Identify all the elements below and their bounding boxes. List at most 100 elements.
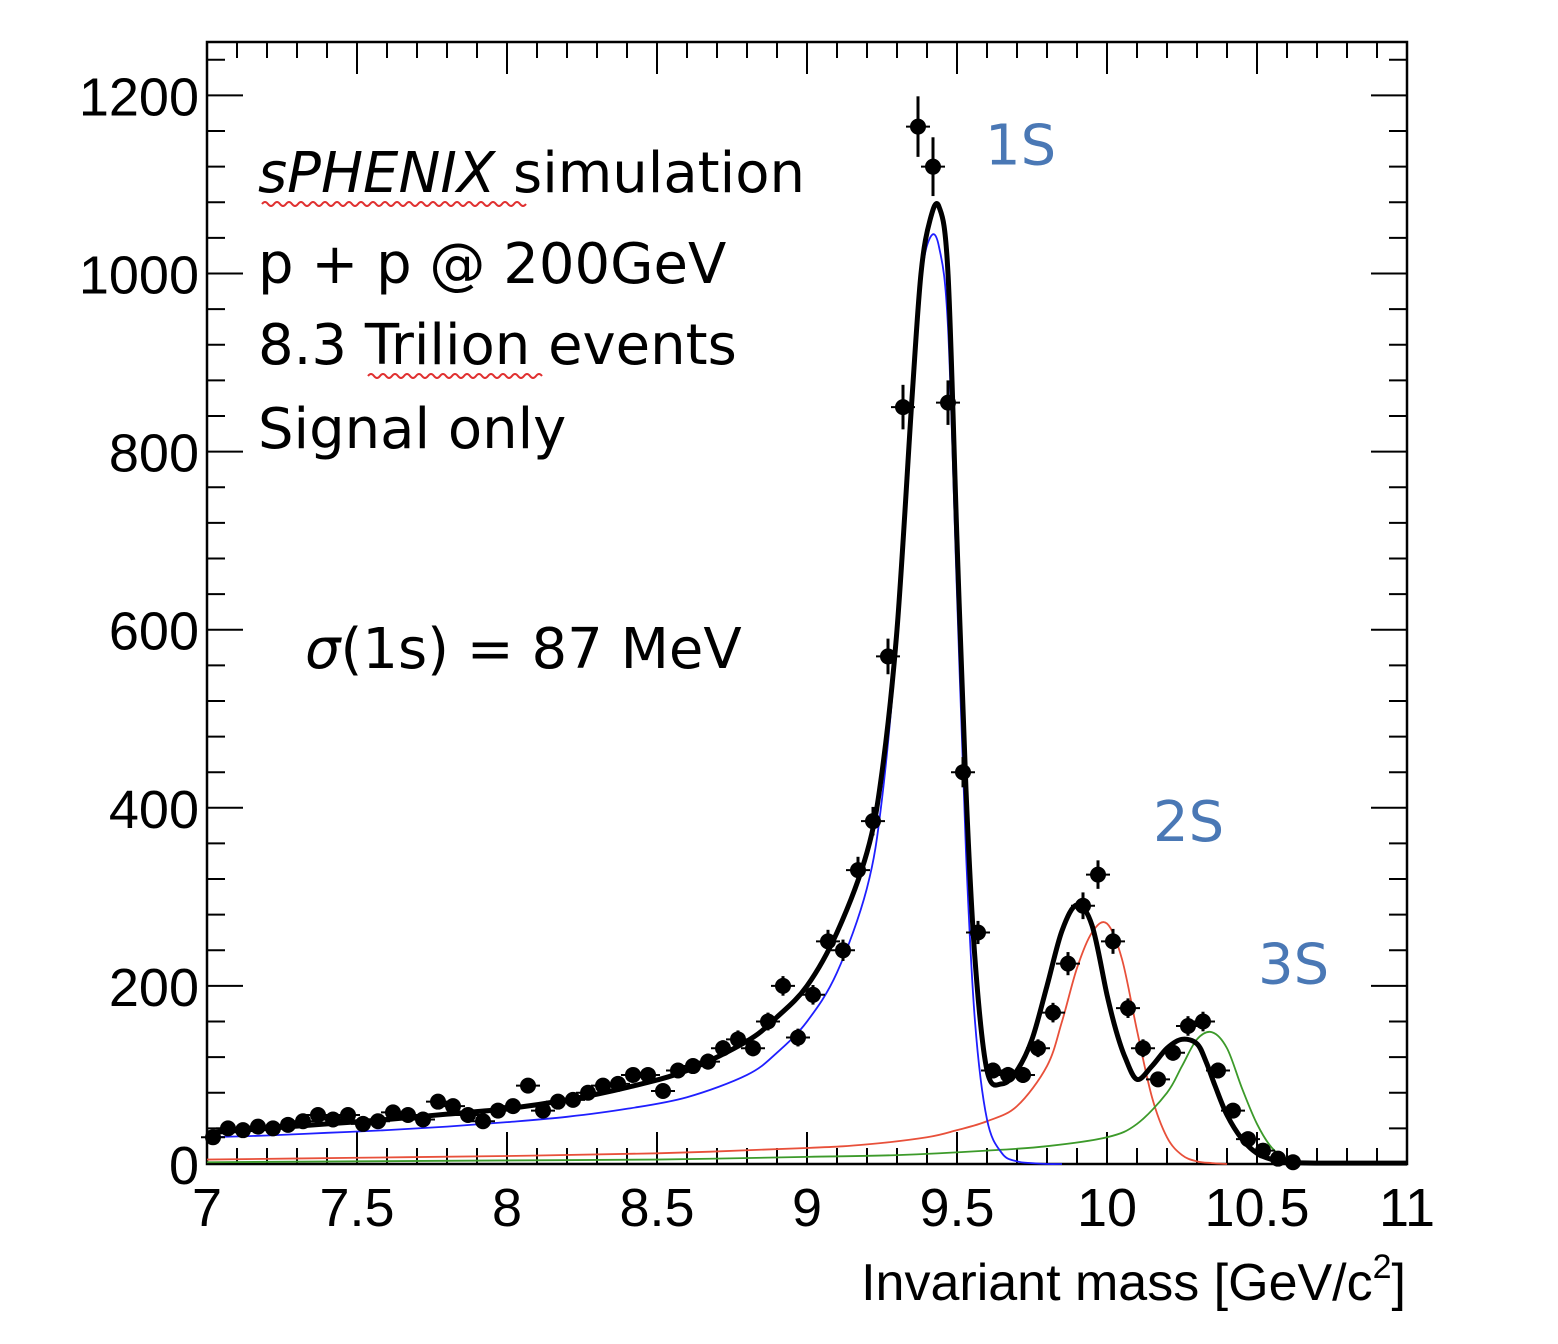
data-point: [460, 1107, 476, 1124]
data-point: [295, 1113, 311, 1130]
data-point: [820, 933, 836, 950]
x-tick-labels: 7 7.5 8 8.5 9 9.5 10 10.5 11: [192, 1178, 1435, 1238]
data-point: [970, 924, 986, 941]
data-point: [865, 813, 881, 830]
peak-label-2s: 2S: [1153, 790, 1224, 855]
data-point: [1165, 1044, 1181, 1061]
peak-labels: 1S 2S 3S: [985, 113, 1329, 997]
data-point: [985, 1062, 1001, 1079]
y-tick-label: 1200: [79, 67, 199, 127]
data-point: [790, 1029, 806, 1046]
sigma-value: (1s) = 87 MeV: [341, 617, 742, 682]
data-point: [385, 1104, 401, 1121]
data-point: [670, 1062, 686, 1079]
y-tick-label: 1000: [79, 246, 199, 306]
x-axis-title-sup: 2: [1373, 1248, 1392, 1286]
data-point: [805, 986, 821, 1003]
data-point: [1045, 1004, 1061, 1021]
data-point: [265, 1120, 281, 1137]
data-point: [940, 394, 956, 411]
experiment-name: sPHENIX: [258, 141, 497, 206]
x-tick-label: 10: [1077, 1178, 1137, 1238]
data-point: [220, 1120, 236, 1137]
axis-ticks: [206, 42, 1408, 1165]
data-point: [340, 1107, 356, 1124]
x-tick-label: 11: [1379, 1178, 1435, 1238]
data-point: [955, 764, 971, 781]
data-point: [595, 1077, 611, 1094]
data-point: [1090, 866, 1106, 883]
data-point: [1240, 1131, 1256, 1148]
data-point: [610, 1075, 626, 1092]
data-point: [1000, 1066, 1016, 1083]
data-point: [205, 1129, 221, 1146]
y-tick-label: 400: [109, 780, 199, 840]
y-tick-label: 200: [109, 958, 199, 1018]
y-tick-label: 800: [109, 424, 199, 484]
data-point: [310, 1107, 326, 1124]
2s-fit-curve: [206, 921, 1228, 1165]
data-point: [550, 1093, 566, 1110]
peak-label-1s: 1S: [985, 113, 1056, 178]
data-point: [355, 1115, 371, 1132]
data-point: [730, 1031, 746, 1048]
data-point: [700, 1053, 716, 1070]
data-point: [1210, 1062, 1226, 1079]
data-point: [760, 1013, 776, 1030]
data-point: [520, 1077, 536, 1094]
data-point: [1285, 1154, 1301, 1171]
data-point: [400, 1107, 416, 1124]
data-point: [775, 977, 791, 994]
data-point: [1105, 933, 1121, 950]
spellcheck-underline-sphenix: [261, 201, 527, 207]
data-point: [1135, 1040, 1151, 1057]
x-axis-title-main: Invariant mass [GeV/c: [861, 1254, 1373, 1312]
data-point: [580, 1084, 596, 1101]
data-point: [535, 1102, 551, 1119]
data-point: [565, 1091, 581, 1108]
signal-label: Signal only: [258, 397, 566, 462]
x-axis-title: Invariant mass [GeV/c2]: [861, 1248, 1406, 1312]
data-point: [715, 1040, 731, 1057]
data-point: [835, 942, 851, 959]
x-tick-label: 9.5: [919, 1178, 994, 1238]
y-tick-label: 600: [109, 602, 199, 662]
data-point: [325, 1111, 341, 1128]
data-point: [1120, 1000, 1136, 1017]
y-tick-label: 0: [169, 1136, 199, 1196]
x-tick-label: 7: [192, 1178, 222, 1238]
x-tick-label: 8: [492, 1178, 522, 1238]
x-tick-label: 7.5: [319, 1178, 394, 1238]
x-tick-label: 8.5: [619, 1178, 694, 1238]
data-point: [655, 1082, 671, 1099]
sigma-label: σ(1s) = 87 MeV: [305, 617, 742, 682]
data-point: [895, 399, 911, 416]
y-tick-labels: 0 200 400 600 800 1000 1200: [79, 67, 199, 1196]
data-point: [1255, 1142, 1271, 1159]
data-point: [250, 1118, 266, 1135]
data-point: [925, 158, 941, 175]
system-label: p + p @ 200GeV: [258, 232, 726, 297]
data-point: [430, 1093, 446, 1110]
simulation-word: simulation: [495, 141, 805, 206]
x-axis-title-end: ]: [1392, 1254, 1406, 1312]
data-points: [201, 96, 1305, 1171]
sigma-symbol: σ: [305, 617, 342, 682]
data-point: [490, 1102, 506, 1119]
data-point: [745, 1040, 761, 1057]
data-point: [880, 648, 896, 665]
data-point: [910, 118, 926, 135]
experiment-label: sPHENIX simulation: [258, 141, 805, 206]
data-point: [235, 1122, 251, 1139]
data-point: [1015, 1066, 1031, 1083]
fit-curves: [206, 201, 1407, 1166]
data-point: [280, 1116, 296, 1133]
data-point: [1060, 955, 1076, 972]
peak-label-3s: 3S: [1258, 933, 1329, 998]
data-point: [850, 862, 866, 879]
data-point: [1030, 1040, 1046, 1057]
data-point: [625, 1066, 641, 1083]
data-point: [1180, 1017, 1196, 1034]
data-point: [1075, 897, 1091, 914]
